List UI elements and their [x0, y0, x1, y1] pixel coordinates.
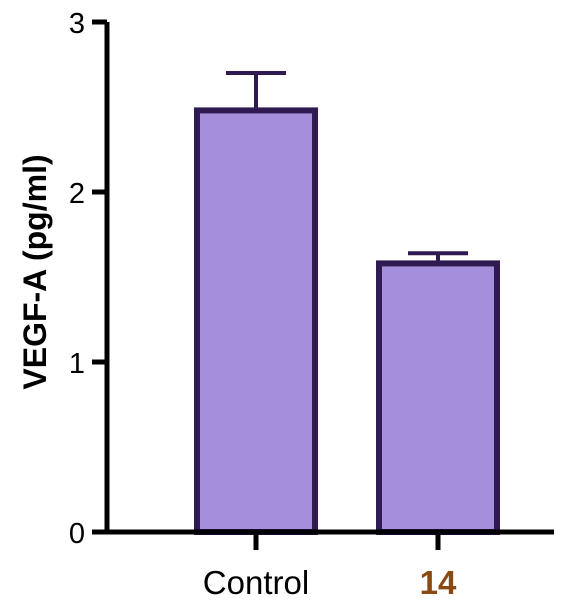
- y-tick-label: 0: [69, 518, 85, 550]
- y-tick-label: 1: [69, 348, 85, 380]
- x-tick-label: 14: [420, 564, 457, 601]
- bar-14: [376, 260, 500, 535]
- y-axis-title: VEGF-A (pg/ml): [17, 154, 53, 389]
- y-ticks: 0 1 2 3: [69, 8, 107, 550]
- y-tick-label: 3: [69, 8, 85, 40]
- y-tick-label: 2: [69, 178, 85, 210]
- x-tick-label: Control: [203, 564, 309, 601]
- x-ticks: Control 14: [203, 532, 457, 601]
- bar-control: [194, 107, 318, 536]
- bars-layer: [194, 107, 500, 536]
- error-bars-layer: [226, 71, 468, 264]
